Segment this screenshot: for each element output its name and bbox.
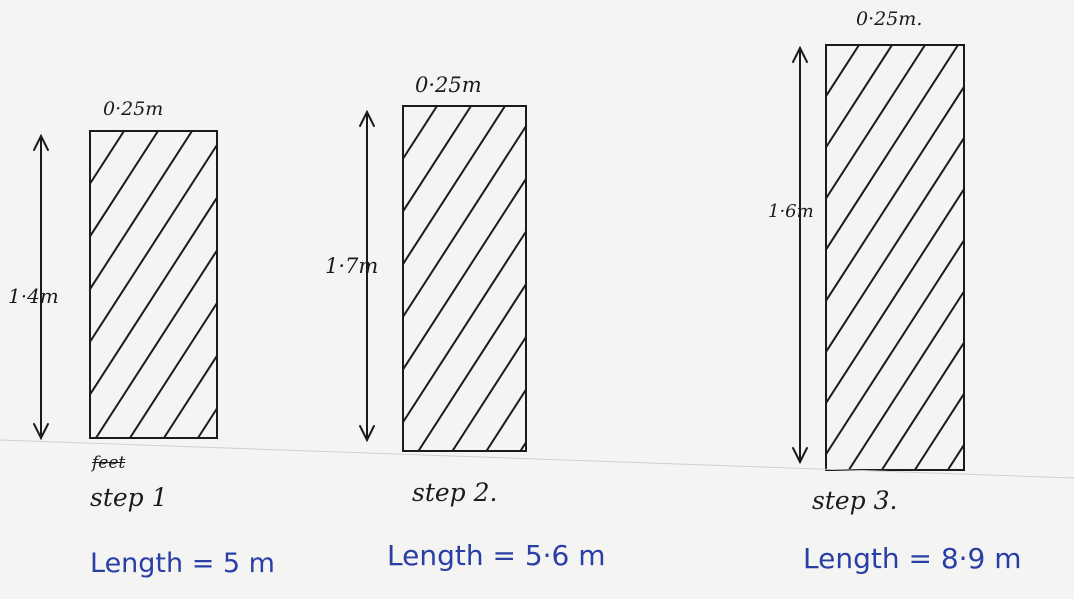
ground-line xyxy=(0,439,1074,479)
step3-hatch-line xyxy=(847,289,964,470)
step2-hatch-line xyxy=(417,282,526,451)
step1-hatching xyxy=(90,131,430,438)
step2-arrowhead-top xyxy=(359,109,375,127)
step3-arrowhead-bottom xyxy=(792,447,808,465)
step1-height-label: 1·4m xyxy=(8,284,59,308)
step3-hatch-line xyxy=(826,45,860,98)
step1-hatch-line xyxy=(90,131,193,291)
step3-hatch-line xyxy=(880,340,964,470)
step3-hatch-line xyxy=(946,443,964,470)
step2-hatch-line xyxy=(519,440,526,451)
step2-arrowhead-bottom xyxy=(359,425,375,443)
step2-hatch-line xyxy=(403,177,526,372)
step3-length: Length = 8·9 m xyxy=(803,542,1022,575)
step3-hatching xyxy=(826,45,1074,470)
step3-hatch-line xyxy=(981,45,1074,470)
step3-hatch-line xyxy=(826,45,827,47)
step1-hatch-line xyxy=(232,131,430,438)
step3-height-label: 1·6m xyxy=(768,201,814,222)
step1-struck-word: feet xyxy=(92,453,126,473)
step1-hatch-line xyxy=(90,131,159,239)
step1-arrowhead-top xyxy=(33,133,49,151)
step2-length: Length = 5·6 m xyxy=(387,539,606,572)
step3-hatch-line xyxy=(826,136,964,354)
step2-hatch-line xyxy=(403,106,404,108)
step3-hatch-line xyxy=(826,238,964,457)
step3-rectangle xyxy=(825,44,965,471)
step1-hatch-line xyxy=(162,353,217,438)
step3-width-label: 0·25m. xyxy=(856,8,923,30)
step2-width-label: 0·25m xyxy=(415,73,482,97)
step2-title: step 2. xyxy=(412,478,498,507)
step1-hatch-line xyxy=(94,248,217,438)
step1-width-label: 0·25m xyxy=(103,98,164,120)
step1-hatch-line xyxy=(128,301,217,438)
step1-hatch-line xyxy=(90,195,217,397)
step3-hatch-line xyxy=(826,45,959,252)
step2-hatch-line xyxy=(403,124,526,319)
step3-hatch-line xyxy=(826,187,964,405)
step2-hatch-line xyxy=(403,106,506,266)
step2-hatch-line xyxy=(403,229,526,425)
step1-rectangle xyxy=(89,130,218,439)
step1-hatch-line xyxy=(90,143,217,344)
step3-hatch-line xyxy=(913,391,964,470)
step2-hatch-line xyxy=(403,106,472,214)
step2-height-label: 1·7m xyxy=(325,254,379,278)
step1-title: step 1 xyxy=(90,483,168,512)
step2-hatching xyxy=(403,106,777,451)
step3-arrowhead-top xyxy=(792,45,808,63)
step3-hatch-line xyxy=(826,45,893,150)
step2-hatch-line xyxy=(451,335,526,451)
step3-title: step 3. xyxy=(812,486,898,515)
step3-hatch-line xyxy=(826,45,926,201)
step2-rectangle xyxy=(402,105,527,452)
step3-hatch-line xyxy=(826,85,964,303)
step2-hatch-line xyxy=(554,106,777,451)
step1-arrowhead-bottom xyxy=(33,423,49,441)
step1-length: Length = 5 m xyxy=(90,548,275,579)
step2-hatch-line xyxy=(485,387,526,451)
